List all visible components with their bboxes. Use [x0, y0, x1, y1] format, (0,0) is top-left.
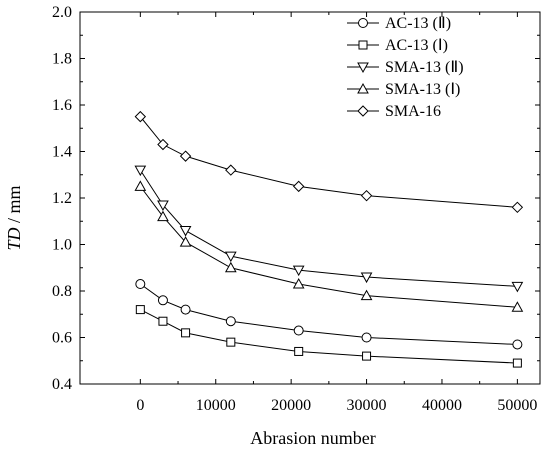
data-point [360, 289, 373, 301]
legend-label: SMA-13 (Ⅰ) [385, 81, 460, 98]
data-point [511, 301, 524, 312]
series [134, 165, 524, 293]
y-axis-title: TD / mm [4, 185, 24, 250]
data-point [179, 150, 192, 162]
data-point [157, 200, 169, 212]
legend-label: AC-13 (Ⅰ) [385, 37, 448, 54]
data-point [362, 351, 372, 361]
data-point [357, 62, 369, 74]
data-point [179, 236, 192, 247]
y-tick-label: 1.0 [52, 237, 72, 254]
data-point [134, 110, 147, 123]
data-point [226, 337, 236, 347]
legend-label: SMA-13 (Ⅱ) [385, 59, 464, 76]
y-axis-title-unit: / mm [4, 185, 24, 227]
y-tick-label: 1.2 [52, 190, 72, 207]
data-point [157, 138, 169, 151]
data-point [157, 210, 169, 222]
x-tick-label: 0 [136, 397, 144, 414]
y-tick-label: 0.6 [52, 330, 72, 347]
axes: 0 10000 20000 30000 40000 50000 0.4 0.6 0.8 1.0 1.… [52, 4, 541, 414]
data-point [157, 295, 168, 306]
data-point [512, 358, 522, 368]
series-line [139, 186, 518, 308]
x-tick-label: 10000 [196, 397, 236, 414]
data-point [181, 328, 191, 338]
y-tick-label: 1.8 [52, 51, 72, 68]
y-tick-label: 1.6 [52, 97, 72, 114]
data-point [357, 82, 369, 94]
data-point [361, 332, 372, 343]
series-line [140, 309, 518, 364]
data-point [180, 304, 191, 315]
data-point [224, 261, 237, 273]
x-tick-label: 20000 [271, 397, 311, 414]
series-line [139, 169, 518, 287]
data-point [135, 279, 146, 290]
y-tick-label: 2.0 [52, 4, 72, 21]
legend-label: SMA-16 [385, 103, 441, 120]
x-tick-label: 40000 [422, 397, 462, 414]
legend-entry: SMA-13 (Ⅱ) [347, 59, 464, 76]
x-tick-label: 50000 [497, 397, 537, 414]
data-point [292, 180, 305, 193]
data-point [224, 251, 237, 263]
data-point [360, 272, 373, 284]
legend-entry: AC-13 (Ⅱ) [347, 15, 451, 32]
data-point [135, 305, 145, 315]
data-point [134, 165, 147, 177]
data-point [158, 316, 168, 326]
legend: AC-13 (Ⅱ) AC-13 (Ⅰ) SMA-13 (Ⅱ) SMA-13 (Ⅰ) SM… [347, 15, 464, 120]
data-point [358, 40, 368, 50]
data-point [511, 281, 524, 293]
series [135, 305, 522, 368]
x-axis-title: Abrasion number [250, 428, 375, 448]
series [134, 180, 524, 312]
data-point [512, 339, 523, 350]
series [135, 279, 523, 350]
data-point [292, 277, 305, 289]
y-tick-label: 0.8 [52, 283, 72, 300]
y-axis-title-italic: TD [4, 228, 24, 251]
data-point [292, 265, 305, 277]
legend-label: AC-13 (Ⅱ) [385, 15, 451, 32]
data-point [293, 325, 304, 336]
series-layer [134, 110, 524, 368]
legend-entry: SMA-16 [347, 103, 441, 120]
x-tick-label: 30000 [347, 397, 387, 414]
data-point [134, 180, 147, 191]
data-point [357, 105, 369, 117]
data-point [360, 189, 373, 202]
data-point [358, 18, 368, 28]
legend-entry: AC-13 (Ⅰ) [347, 37, 448, 54]
data-point [511, 201, 524, 214]
series-line [139, 116, 518, 208]
y-tick-label: 1.4 [52, 144, 72, 161]
data-point [225, 164, 237, 176]
data-point [294, 346, 304, 356]
y-tick-label: 0.4 [52, 376, 72, 393]
data-point [225, 316, 236, 327]
data-point [179, 226, 192, 237]
series [134, 110, 524, 214]
legend-entry: SMA-13 (Ⅰ) [347, 81, 460, 98]
